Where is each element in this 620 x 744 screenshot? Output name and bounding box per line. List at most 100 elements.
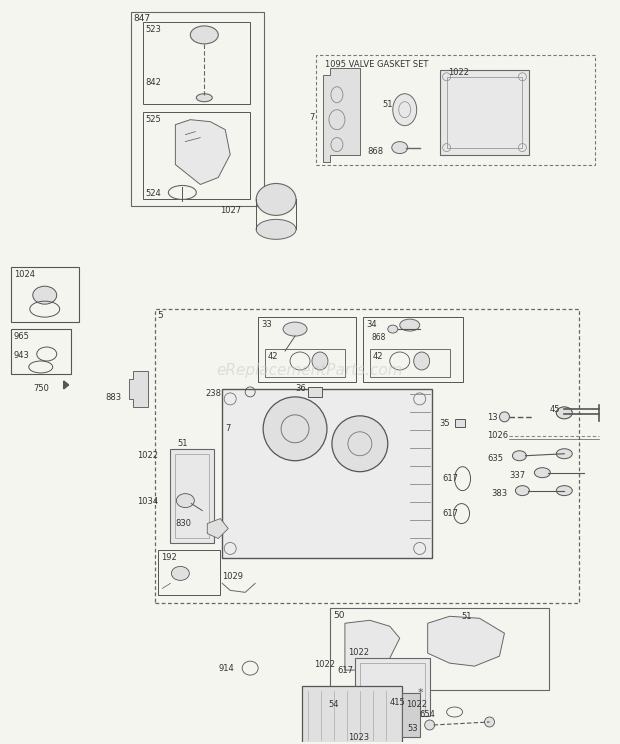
Polygon shape — [64, 381, 69, 389]
Text: 36: 36 — [295, 384, 306, 393]
Text: 337: 337 — [510, 471, 526, 480]
Bar — [11, 329, 71, 374]
Bar — [258, 317, 356, 382]
Bar — [131, 12, 264, 206]
Ellipse shape — [283, 322, 307, 336]
Ellipse shape — [388, 325, 398, 333]
Ellipse shape — [171, 566, 189, 580]
Bar — [440, 70, 529, 155]
Text: 42: 42 — [373, 352, 383, 361]
Text: 883: 883 — [105, 393, 122, 402]
Bar — [316, 55, 595, 164]
Ellipse shape — [332, 416, 388, 472]
Bar — [402, 693, 420, 737]
Text: 192: 192 — [161, 554, 177, 562]
Bar — [446, 77, 523, 147]
Bar — [159, 551, 220, 595]
Text: 53: 53 — [408, 724, 419, 733]
Ellipse shape — [556, 486, 572, 496]
Polygon shape — [128, 371, 148, 407]
Ellipse shape — [33, 286, 56, 304]
Bar — [355, 658, 430, 716]
Text: 1026: 1026 — [487, 431, 508, 440]
Text: 45: 45 — [549, 405, 560, 414]
Text: 965: 965 — [14, 332, 30, 341]
Text: 1034: 1034 — [137, 496, 159, 506]
Bar — [454, 419, 464, 427]
Text: 415: 415 — [390, 698, 405, 707]
Polygon shape — [175, 120, 230, 185]
Text: 847: 847 — [133, 14, 151, 23]
Text: 617: 617 — [443, 474, 459, 483]
Text: 1027: 1027 — [220, 206, 241, 216]
Text: 50: 50 — [333, 612, 345, 620]
Bar — [222, 389, 432, 559]
Text: 35: 35 — [440, 419, 450, 428]
Bar — [302, 686, 402, 744]
Ellipse shape — [256, 184, 296, 216]
Text: 868: 868 — [368, 147, 384, 155]
Ellipse shape — [392, 94, 417, 126]
Bar — [11, 267, 79, 322]
Ellipse shape — [534, 468, 551, 478]
Text: 54: 54 — [328, 700, 339, 709]
Text: 868: 868 — [372, 333, 386, 342]
Text: eReplacementParts.com: eReplacementParts.com — [216, 364, 404, 379]
Ellipse shape — [392, 141, 408, 153]
Ellipse shape — [400, 319, 420, 331]
Bar — [143, 22, 250, 103]
Text: 523: 523 — [146, 25, 161, 34]
Text: 1022: 1022 — [348, 648, 369, 657]
Ellipse shape — [500, 412, 510, 422]
Bar — [330, 609, 549, 690]
Text: 51: 51 — [383, 100, 392, 109]
Bar — [308, 387, 322, 397]
Ellipse shape — [176, 493, 194, 507]
Text: 943: 943 — [14, 351, 30, 360]
Bar — [175, 454, 210, 539]
Ellipse shape — [414, 352, 430, 370]
Bar — [363, 317, 463, 382]
Text: 750: 750 — [33, 384, 50, 393]
Ellipse shape — [197, 94, 212, 102]
Polygon shape — [428, 616, 505, 666]
Text: 1095 VALVE GASKET SET: 1095 VALVE GASKET SET — [325, 60, 428, 69]
Polygon shape — [207, 519, 228, 539]
Text: 1029: 1029 — [222, 572, 243, 581]
Ellipse shape — [513, 451, 526, 461]
Bar — [360, 663, 425, 711]
Text: 13: 13 — [487, 413, 498, 422]
Text: 524: 524 — [146, 190, 161, 199]
Text: 7: 7 — [309, 112, 315, 122]
Ellipse shape — [256, 219, 296, 240]
Bar — [265, 349, 345, 377]
Bar — [370, 349, 450, 377]
Bar — [156, 310, 579, 603]
Text: 1024: 1024 — [14, 270, 35, 279]
Ellipse shape — [263, 397, 327, 461]
Bar — [170, 449, 215, 543]
Text: 1023: 1023 — [348, 733, 369, 742]
Text: 238: 238 — [205, 389, 221, 398]
Text: 383: 383 — [492, 489, 508, 498]
Polygon shape — [323, 68, 360, 161]
Text: 7: 7 — [225, 424, 231, 433]
Ellipse shape — [484, 717, 495, 727]
Text: 33: 33 — [261, 320, 272, 329]
Text: 617: 617 — [337, 666, 353, 675]
Text: *: * — [418, 688, 423, 698]
Polygon shape — [345, 620, 400, 670]
Text: 1022: 1022 — [314, 660, 335, 669]
Ellipse shape — [190, 26, 218, 44]
Text: 34: 34 — [366, 320, 376, 329]
Ellipse shape — [425, 720, 435, 730]
Text: 51: 51 — [177, 439, 188, 448]
Text: 617: 617 — [443, 509, 459, 518]
Bar — [143, 112, 250, 199]
Text: 1022: 1022 — [138, 451, 159, 460]
Text: 914: 914 — [218, 664, 234, 673]
Text: 654: 654 — [420, 710, 436, 719]
Text: 830: 830 — [175, 519, 192, 527]
Text: 51: 51 — [461, 612, 472, 621]
Ellipse shape — [556, 449, 572, 459]
